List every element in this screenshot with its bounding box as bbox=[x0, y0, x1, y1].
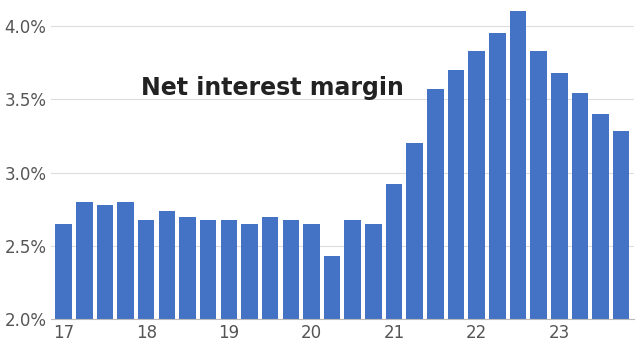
Bar bbox=[406, 143, 423, 363]
Bar bbox=[572, 93, 588, 363]
Bar bbox=[55, 224, 72, 363]
Bar bbox=[262, 217, 278, 363]
Bar bbox=[97, 205, 113, 363]
Bar bbox=[386, 184, 403, 363]
Bar bbox=[303, 224, 320, 363]
Bar bbox=[448, 70, 464, 363]
Bar bbox=[241, 224, 258, 363]
Bar bbox=[117, 202, 134, 363]
Bar bbox=[365, 224, 381, 363]
Bar bbox=[531, 50, 547, 363]
Bar bbox=[138, 220, 154, 363]
Bar bbox=[489, 33, 506, 363]
Bar bbox=[427, 89, 444, 363]
Text: Net interest margin: Net interest margin bbox=[141, 76, 404, 100]
Bar bbox=[282, 220, 299, 363]
Bar bbox=[179, 217, 196, 363]
Bar bbox=[324, 256, 340, 363]
Bar bbox=[613, 131, 630, 363]
Bar bbox=[76, 202, 93, 363]
Bar bbox=[159, 211, 175, 363]
Bar bbox=[200, 220, 216, 363]
Bar bbox=[509, 7, 526, 363]
Bar bbox=[468, 50, 485, 363]
Bar bbox=[592, 114, 609, 363]
Bar bbox=[551, 73, 568, 363]
Bar bbox=[221, 220, 237, 363]
Bar bbox=[344, 220, 361, 363]
